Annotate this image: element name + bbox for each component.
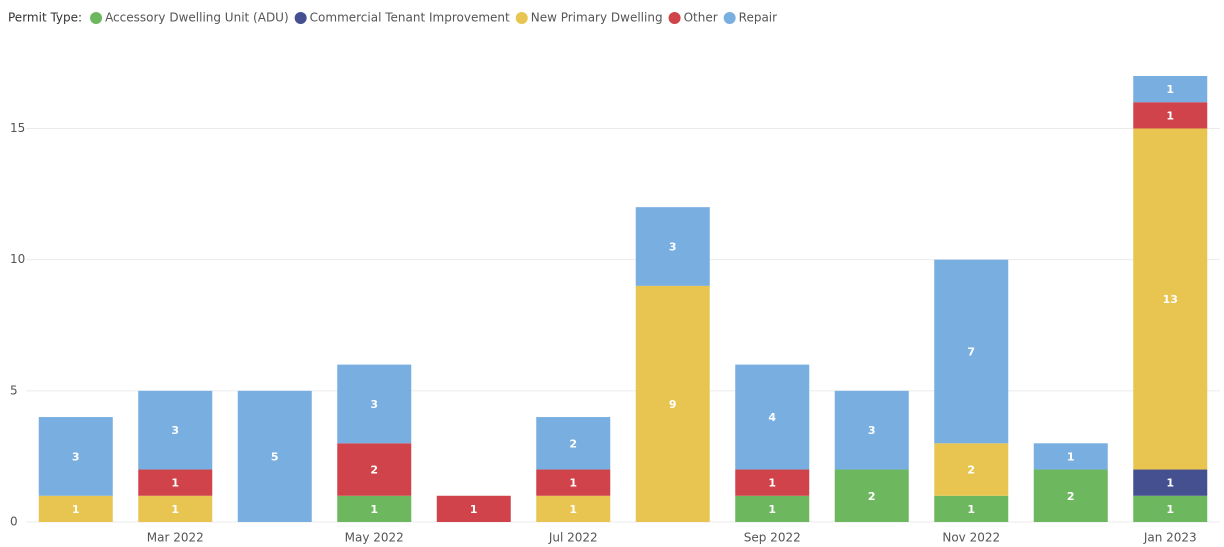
data-label: 1 — [569, 477, 577, 490]
x-tick-label: Mar 2022 — [147, 531, 204, 545]
data-label: 2 — [868, 490, 876, 503]
legend-marker — [90, 12, 103, 24]
legend-marker — [723, 12, 736, 24]
data-label: 3 — [370, 398, 378, 411]
bar-segment — [635, 285, 710, 522]
data-label: 2 — [569, 437, 577, 450]
bar-segment — [337, 495, 412, 522]
data-label: 4 — [768, 411, 776, 424]
bar-segment — [934, 259, 1009, 444]
y-tick-label: 0 — [10, 515, 18, 529]
data-label: 1 — [1067, 450, 1075, 463]
legend-label: Repair — [739, 11, 777, 25]
bar-segment — [1033, 443, 1108, 470]
data-label: 2 — [967, 464, 975, 477]
bar-segment — [735, 469, 810, 496]
data-label: 3 — [669, 241, 677, 254]
bar-segment — [1133, 76, 1208, 103]
legend-marker — [294, 12, 307, 24]
x-tick-label: Nov 2022 — [942, 531, 1000, 545]
bar-segment — [934, 443, 1009, 496]
data-label: 1 — [72, 503, 80, 516]
data-label: 5 — [271, 450, 279, 463]
legend-label: Accessory Dwelling Unit (ADU) — [105, 11, 289, 25]
data-label: 1 — [1166, 503, 1174, 516]
legend-label: Commercial Tenant Improvement — [310, 11, 510, 25]
bar-segment — [934, 495, 1009, 522]
bar-segment — [635, 207, 710, 286]
bar-segment — [735, 364, 810, 470]
bar-segment — [834, 469, 909, 522]
bar-segment — [1133, 102, 1208, 129]
data-label: 1 — [171, 477, 179, 490]
data-label: 1 — [768, 477, 776, 490]
bar-segment — [138, 495, 213, 522]
bar-segment — [536, 417, 611, 470]
bar-segment — [1033, 469, 1108, 522]
data-label: 13 — [1163, 293, 1178, 306]
x-tick-label: Jan 2023 — [1143, 531, 1197, 545]
data-label: 3 — [868, 424, 876, 437]
bar-segment — [834, 390, 909, 470]
data-label: 1 — [569, 503, 577, 516]
legend-title: Permit Type: — [8, 11, 82, 25]
x-tick-label: May 2022 — [345, 531, 404, 545]
legend-label: New Primary Dwelling — [531, 11, 663, 25]
legend-marker — [515, 12, 528, 24]
data-label: 3 — [72, 450, 80, 463]
y-tick-label: 5 — [10, 383, 18, 397]
data-label: 1 — [171, 503, 179, 516]
data-label: 9 — [669, 398, 677, 411]
bar-segment — [536, 469, 611, 496]
data-label: 1 — [1166, 477, 1174, 490]
bar-segment — [1133, 469, 1208, 496]
data-label: 1 — [1166, 83, 1174, 96]
bar-segment — [1133, 128, 1208, 470]
data-label: 7 — [967, 345, 975, 358]
bar-segment — [138, 469, 213, 496]
bar-segment — [536, 495, 611, 522]
bar-segment — [38, 495, 113, 522]
bar-segment — [38, 417, 113, 496]
bar-segment — [735, 495, 810, 522]
bar-segment — [436, 495, 511, 522]
y-tick-label: 10 — [10, 252, 25, 266]
data-label: 3 — [171, 424, 179, 437]
legend-marker — [668, 12, 681, 24]
data-label: 1 — [768, 503, 776, 516]
data-label: 1 — [967, 503, 975, 516]
bar-segment — [138, 390, 213, 470]
bar-segment — [237, 390, 312, 522]
x-tick-label: Sep 2022 — [744, 531, 801, 545]
bar-segment — [337, 443, 412, 496]
data-label: 1 — [470, 503, 478, 516]
data-label: 2 — [1067, 490, 1075, 503]
bar-segment — [1133, 495, 1208, 522]
data-label: 2 — [370, 464, 378, 477]
data-label: 1 — [370, 503, 378, 516]
y-tick-label: 15 — [10, 121, 25, 135]
data-label: 1 — [1166, 109, 1174, 122]
bar-segment — [337, 364, 412, 444]
x-tick-label: Jul 2022 — [548, 531, 598, 545]
legend-label: Other — [684, 11, 718, 25]
